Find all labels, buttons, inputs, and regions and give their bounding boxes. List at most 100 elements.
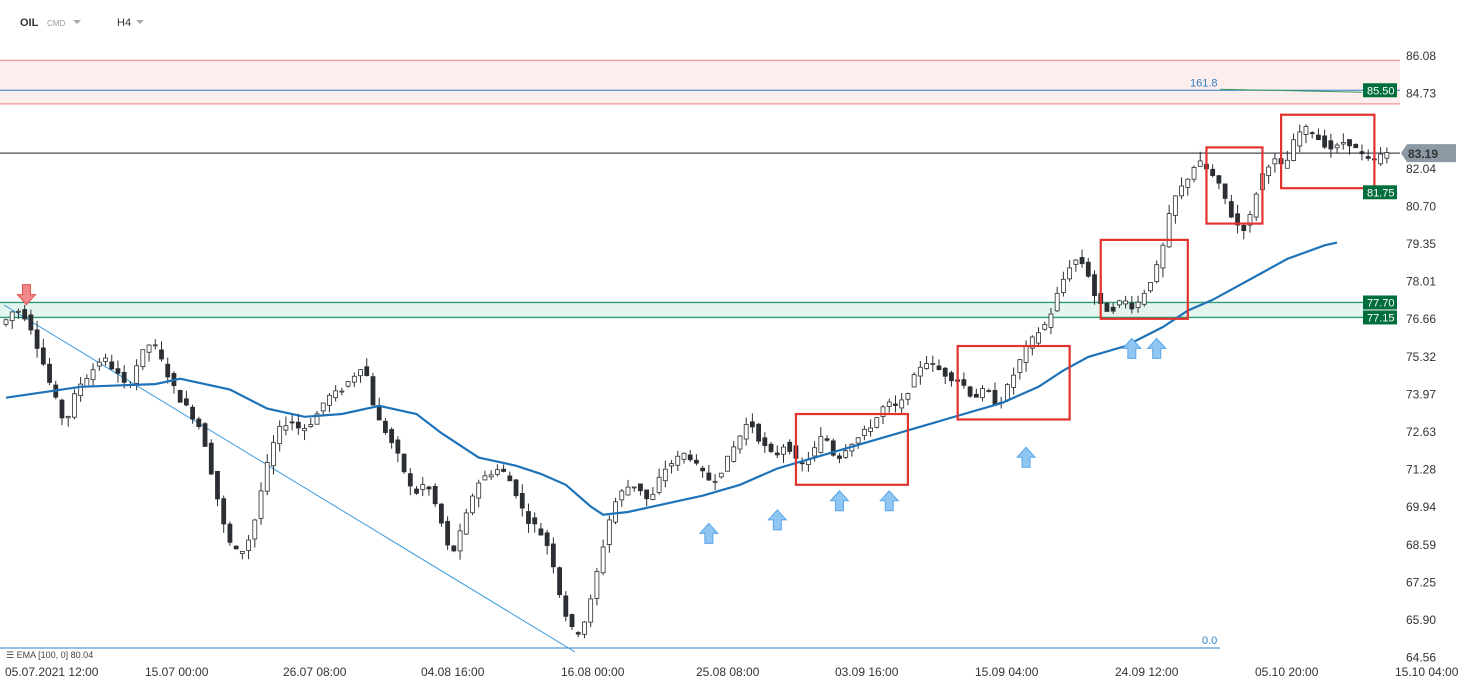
candle-body — [308, 424, 314, 427]
candle-body — [9, 311, 15, 321]
candle-body — [1129, 302, 1135, 310]
candle-body — [239, 551, 245, 554]
candle-body — [917, 366, 923, 377]
candle-body — [731, 446, 737, 462]
candle-body — [22, 309, 28, 320]
level-tag-77-15-bg — [1363, 310, 1397, 325]
candle-body — [799, 462, 805, 465]
candle-body — [625, 486, 631, 496]
candle-body — [59, 399, 65, 419]
candle-body — [1067, 267, 1073, 280]
candle-body — [1303, 126, 1309, 135]
candle-body — [563, 595, 569, 617]
candle-body — [1160, 244, 1166, 269]
y-tick-label: 73.97 — [1406, 387, 1436, 401]
arrow-up-icon-6 — [1121, 337, 1142, 359]
arrow-down-icon — [16, 284, 37, 306]
level-tag-77-15: 77.15 — [1367, 312, 1395, 324]
candle-body — [694, 459, 699, 464]
candle-body — [1110, 306, 1116, 312]
x-tick-label: 15.10 04:00 — [1395, 665, 1459, 679]
level-tag-77-70: 77.70 — [1367, 297, 1395, 309]
candle-body — [613, 501, 618, 523]
candle-body — [650, 493, 656, 500]
candle-body — [351, 375, 357, 383]
candle-body — [1172, 195, 1178, 216]
candle-body — [582, 621, 587, 635]
candle-body — [656, 476, 662, 493]
candle-body — [215, 470, 220, 500]
current-price-tag-bg — [1401, 144, 1456, 163]
candle-body — [662, 468, 668, 482]
candle-body — [451, 545, 457, 552]
candle-body — [1029, 336, 1035, 349]
indicator-list-icon[interactable]: ☰ — [6, 650, 15, 660]
candle-body — [115, 368, 121, 374]
arrow-up-icon-4 — [879, 490, 900, 512]
descending-trendline — [3, 304, 576, 653]
candle-body — [874, 417, 880, 428]
candle-body — [1054, 292, 1060, 312]
candle-body — [457, 530, 463, 552]
candle-body — [370, 376, 376, 406]
candle-body — [930, 362, 936, 365]
candle-body — [725, 455, 730, 472]
candle-body — [781, 446, 786, 455]
timeframe-label[interactable]: H4 — [117, 17, 132, 29]
x-tick-label: 15.09 04:00 — [975, 665, 1039, 679]
x-tick-label: 26.07 08:00 — [283, 665, 347, 679]
fib-extension-segment — [1219, 88, 1363, 93]
candle-body — [320, 402, 326, 412]
candle-body — [638, 483, 643, 492]
candle-body — [1135, 301, 1141, 309]
candle-body — [233, 545, 239, 550]
candle-body — [1316, 134, 1321, 141]
chart-toolbar: OIL CMD H4 — [0, 0, 1400, 44]
candle-body — [463, 512, 469, 535]
candle-body — [1179, 185, 1184, 197]
x-tick-label: 04.08 16:00 — [421, 665, 485, 679]
candle-body — [675, 455, 681, 466]
arrow-up-icon-3 — [829, 490, 850, 512]
candle-body — [1092, 274, 1097, 297]
candle-body — [345, 381, 351, 387]
candle-body — [152, 344, 158, 347]
arrow-up-icon-7 — [1146, 337, 1167, 359]
candle-body — [980, 388, 985, 398]
symbol-dropdown-chevron-icon[interactable] — [73, 20, 81, 24]
candle-body — [134, 365, 140, 384]
candle-body — [594, 570, 600, 599]
candle-body — [812, 447, 817, 457]
candle-body — [1085, 261, 1091, 277]
symbol-label[interactable]: OIL — [20, 17, 39, 29]
candle-body — [861, 428, 867, 436]
candle-body — [532, 517, 538, 525]
candle-body — [1328, 140, 1334, 150]
y-tick-label: 71.28 — [1406, 463, 1436, 477]
candle-body — [40, 347, 46, 365]
consolidation-box-5 — [1279, 113, 1376, 190]
candle-body — [1216, 175, 1222, 184]
candle-body — [183, 398, 189, 406]
candle-body — [1353, 143, 1359, 149]
candle-body — [364, 366, 370, 376]
ema-line — [5, 241, 1338, 516]
timeframe-dropdown-chevron-icon[interactable] — [136, 20, 144, 24]
candle-body — [1322, 135, 1328, 148]
candle-body — [283, 425, 289, 431]
candle-body — [258, 490, 264, 519]
candle-body — [1247, 214, 1253, 226]
level-tag-81-75-bg — [1363, 185, 1397, 200]
candle-body — [395, 439, 401, 454]
candle-body — [1284, 159, 1290, 169]
candle-body — [1048, 313, 1054, 328]
candle-body — [750, 421, 755, 428]
candle-body — [712, 480, 718, 483]
candle-body — [109, 361, 115, 370]
candle-body — [327, 394, 332, 406]
candle-body — [973, 393, 979, 398]
candle-body — [868, 427, 873, 432]
candle-body — [488, 474, 494, 478]
candle-body — [1222, 183, 1228, 199]
